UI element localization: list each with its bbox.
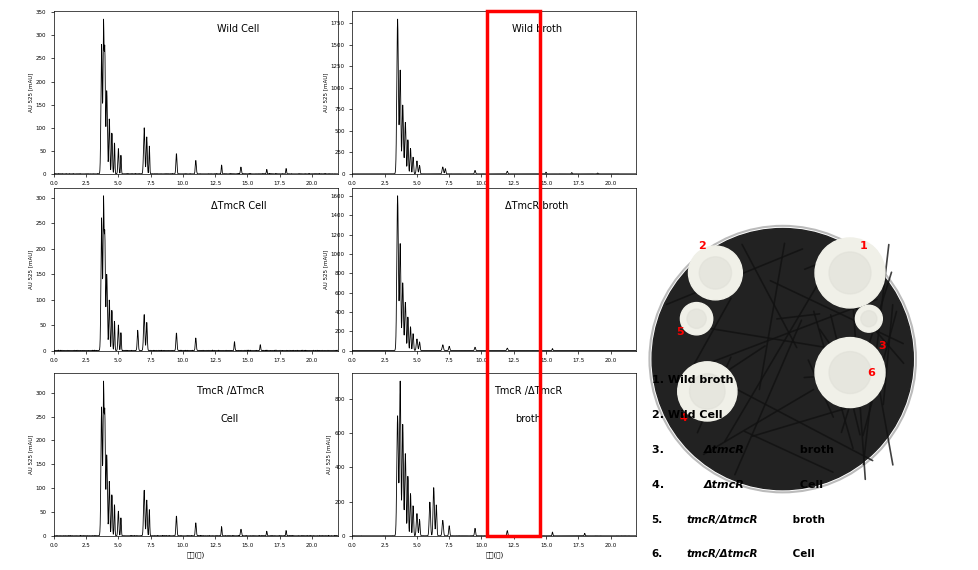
Text: 1: 1: [859, 241, 867, 251]
Text: TmcR /ΔTmcR: TmcR /ΔTmcR: [196, 386, 264, 396]
Text: broth: broth: [515, 414, 541, 424]
Text: ΔtmcR: ΔtmcR: [702, 445, 743, 455]
X-axis label: 시간(분): 시간(분): [485, 551, 503, 558]
X-axis label: 시간(분): 시간(분): [187, 551, 204, 558]
Text: TmcR /ΔTmcR: TmcR /ΔTmcR: [494, 386, 562, 396]
Text: ΔTmcR Cell: ΔTmcR Cell: [210, 201, 266, 211]
Text: 4.: 4.: [651, 480, 671, 490]
Circle shape: [680, 303, 712, 335]
Text: 1. Wild broth: 1. Wild broth: [651, 375, 733, 385]
Text: 5.: 5.: [651, 515, 662, 524]
Y-axis label: AU 525 [mAU]: AU 525 [mAU]: [28, 250, 33, 289]
Y-axis label: AU 525 [mAU]: AU 525 [mAU]: [323, 73, 328, 112]
Text: ΔTmcR broth: ΔTmcR broth: [505, 201, 568, 211]
Circle shape: [689, 374, 725, 409]
Circle shape: [698, 257, 731, 289]
Circle shape: [814, 337, 884, 408]
Text: broth: broth: [788, 515, 824, 524]
Circle shape: [688, 246, 741, 300]
Circle shape: [855, 306, 881, 332]
Text: broth: broth: [795, 445, 833, 455]
Y-axis label: AU 525 [mAU]: AU 525 [mAU]: [323, 250, 328, 289]
Text: 5: 5: [676, 327, 684, 337]
Circle shape: [677, 362, 736, 421]
Text: 3.: 3.: [651, 445, 671, 455]
Y-axis label: AU 525 [mAU]: AU 525 [mAU]: [327, 435, 332, 474]
Text: tmcR/ΔtmcR: tmcR/ΔtmcR: [686, 515, 757, 524]
Y-axis label: AU 525 [mAU]: AU 525 [mAU]: [28, 435, 33, 474]
Text: Cell: Cell: [220, 414, 239, 424]
Text: Cell: Cell: [795, 480, 822, 490]
Circle shape: [828, 252, 870, 294]
Circle shape: [828, 352, 870, 393]
Text: Cell: Cell: [788, 549, 815, 560]
Circle shape: [860, 311, 876, 327]
Circle shape: [687, 309, 705, 328]
Circle shape: [814, 238, 884, 308]
Ellipse shape: [651, 229, 912, 490]
Text: tmcR/ΔtmcR: tmcR/ΔtmcR: [686, 549, 757, 560]
Text: 2: 2: [697, 241, 705, 251]
Text: 3: 3: [877, 341, 885, 351]
Y-axis label: AU 525 [mAU]: AU 525 [mAU]: [28, 73, 33, 112]
Text: Wild broth: Wild broth: [511, 25, 561, 34]
Text: 6.: 6.: [651, 549, 662, 560]
Text: ΔtmcR: ΔtmcR: [702, 480, 743, 490]
Text: 2. Wild Cell: 2. Wild Cell: [651, 410, 722, 420]
Text: Wild Cell: Wild Cell: [217, 25, 259, 34]
Text: 6: 6: [867, 368, 874, 377]
Text: 4: 4: [679, 413, 687, 424]
